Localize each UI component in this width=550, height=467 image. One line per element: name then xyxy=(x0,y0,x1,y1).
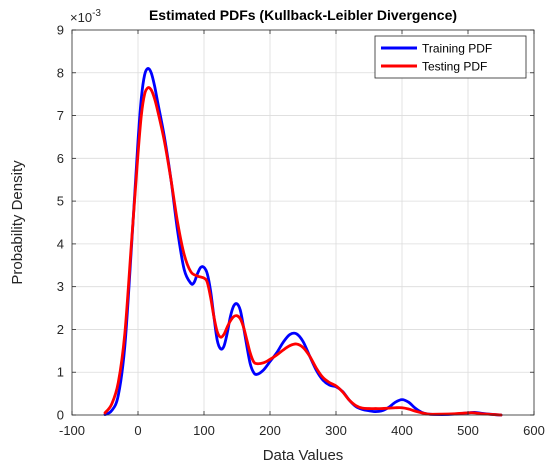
x-tick-label: 500 xyxy=(457,423,479,438)
series-layer xyxy=(103,67,503,417)
x-tick-label: 0 xyxy=(134,423,141,438)
series-line-testing xyxy=(103,86,503,417)
y-tick-label: 2 xyxy=(57,322,64,337)
x-tick-label: 600 xyxy=(523,423,545,438)
x-tick-label: 300 xyxy=(325,423,347,438)
y-tick-label: 0 xyxy=(57,408,64,423)
legend: Training PDF Testing PDF xyxy=(374,35,527,79)
x-tick-label: 200 xyxy=(259,423,281,438)
x-axis-title: Data Values xyxy=(263,447,344,464)
y-tick-label: 7 xyxy=(57,108,64,123)
x-tick-label: 400 xyxy=(391,423,413,438)
legend-box xyxy=(374,35,527,79)
y-tick-label: 4 xyxy=(57,236,64,251)
y-tick-label: 6 xyxy=(57,151,64,166)
y-tick-label: 8 xyxy=(57,65,64,80)
legend-label-training: Training PDF xyxy=(422,42,492,56)
series-line-training xyxy=(103,67,503,417)
exponent-base: 10 xyxy=(78,10,92,25)
plot-frame xyxy=(71,29,535,416)
y-tick-label: 9 xyxy=(57,23,64,38)
legend-label-testing: Testing PDF xyxy=(422,60,487,74)
y-tick-label: 3 xyxy=(57,279,64,294)
chart-title: Estimated PDFs (Kullback-Leibler Diverge… xyxy=(149,7,457,23)
x-tick-label: -100 xyxy=(59,423,85,438)
y-axis-exponent: ×10-3 xyxy=(70,8,101,25)
y-tick-label: 1 xyxy=(57,365,64,380)
exponent-power: -3 xyxy=(92,8,101,19)
grid xyxy=(72,30,534,415)
plot-area xyxy=(72,30,534,415)
y-tick-label: 5 xyxy=(57,194,64,209)
exponent-times: × xyxy=(70,10,78,25)
y-axis-title: Probability Density xyxy=(9,160,26,285)
x-tick-label: 100 xyxy=(193,423,215,438)
